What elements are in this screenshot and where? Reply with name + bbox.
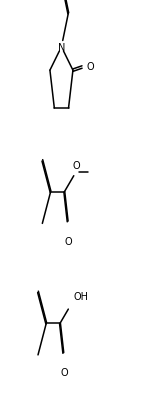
Text: N: N [58,43,65,53]
Text: OH: OH [73,292,88,302]
Text: O: O [65,236,72,246]
Text: O: O [87,62,95,72]
Text: O: O [72,160,80,171]
Text: O: O [60,367,68,377]
